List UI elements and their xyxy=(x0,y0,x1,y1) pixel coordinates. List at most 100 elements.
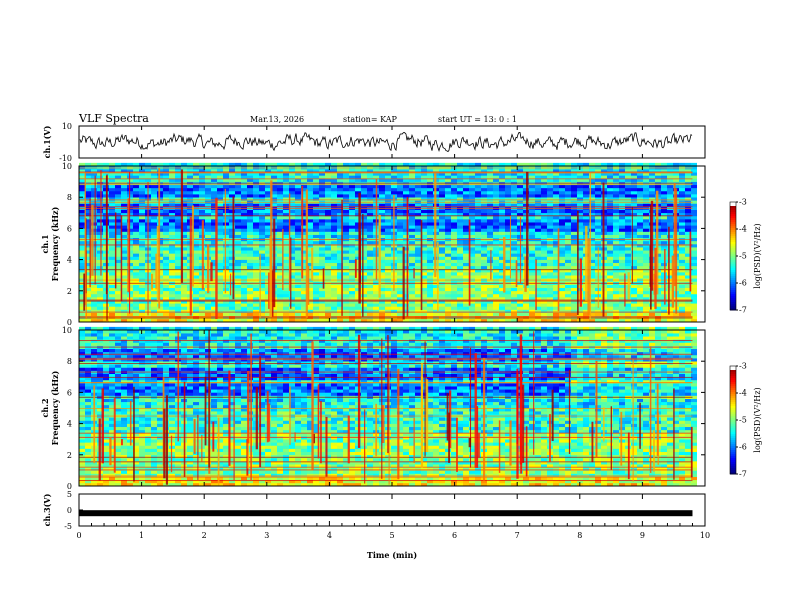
spectrogram-cell xyxy=(403,306,409,310)
spectrogram-cell xyxy=(667,228,673,232)
spectrogram-cell xyxy=(343,172,349,176)
spectrogram-cell xyxy=(361,175,367,179)
spectrogram-cell xyxy=(223,312,229,317)
spectrogram-cell xyxy=(115,203,121,207)
spectrogram-cell xyxy=(337,194,343,198)
spectrogram-cell xyxy=(109,256,115,260)
spectrogram-cell xyxy=(307,178,313,182)
spectrogram-cell xyxy=(115,225,121,229)
spectrogram-cell xyxy=(439,303,445,307)
spectrogram-cell xyxy=(517,318,523,323)
spectrogram-cell xyxy=(499,306,505,310)
spectrogram-cell xyxy=(235,225,241,229)
spectrogram-cell xyxy=(403,262,409,267)
spectrogram-cell xyxy=(139,268,145,273)
spectrogram-cell xyxy=(289,172,295,176)
spectrogram-cell xyxy=(613,259,619,264)
spectrogram-cell xyxy=(679,284,685,288)
spectrogram-cell xyxy=(463,203,469,207)
spectrogram-cell xyxy=(529,275,535,279)
spectrogram-cell xyxy=(181,309,187,313)
spectrogram-cell xyxy=(469,219,475,223)
spectrogram-cell xyxy=(367,184,373,189)
spectrogram-cell xyxy=(289,225,295,229)
spectrogram-cell xyxy=(541,259,547,264)
spectrogram-cell xyxy=(307,231,313,235)
spectrogram-cell xyxy=(313,275,319,279)
spectrogram-cell xyxy=(547,231,553,235)
spectrogram-cell xyxy=(391,175,397,179)
spectrogram-cell xyxy=(535,306,541,310)
spectrogram-cell xyxy=(481,318,487,323)
spectrogram-cell xyxy=(385,284,391,288)
spectrogram-cell xyxy=(421,293,427,298)
spectrogram-cell xyxy=(559,203,565,207)
spectrogram-cell xyxy=(265,250,271,254)
spectrogram-cell xyxy=(331,222,337,226)
spectrogram-cell xyxy=(289,215,295,220)
spectrogram-cell xyxy=(643,250,649,254)
spectrogram-cell xyxy=(115,253,121,257)
spectrogram-cell xyxy=(361,297,367,301)
spectrogram-cell xyxy=(409,262,415,267)
spectrogram-cell xyxy=(379,250,385,254)
spectrogram-cell xyxy=(541,287,547,292)
spectrogram-cell xyxy=(469,262,475,267)
spectrogram-cell xyxy=(541,297,547,301)
spectrogram-cell xyxy=(199,209,205,214)
spectrogram-cell xyxy=(493,312,499,317)
spectrogram-cell xyxy=(637,250,643,254)
spectrogram-cell xyxy=(583,312,589,317)
spectrogram-cell xyxy=(187,203,193,207)
spectrogram-cell xyxy=(685,234,691,239)
spectrogram-cell xyxy=(583,318,589,323)
spectrogram-cell xyxy=(397,240,403,245)
spectrogram-cell xyxy=(547,175,553,179)
spectrogram-cell xyxy=(379,312,385,317)
spectrogram-cell xyxy=(109,209,115,214)
spectrogram-cell xyxy=(391,318,397,323)
spectrogram-cell xyxy=(235,297,241,301)
spectrogram-cell xyxy=(307,300,313,304)
spectrogram-cell xyxy=(367,253,373,257)
spectrogram-cell xyxy=(367,215,373,220)
spectrogram-cell xyxy=(175,215,181,220)
spectrogram-cell xyxy=(541,222,547,226)
spectrogram-cell xyxy=(511,256,517,260)
spectrogram-cell xyxy=(691,212,697,217)
spectrogram-cell xyxy=(271,209,277,214)
spectrogram-cell xyxy=(325,306,331,310)
spectrogram-cell xyxy=(295,190,301,195)
spectrogram-cell xyxy=(235,290,241,295)
spectrogram-cell xyxy=(175,268,181,273)
spectrogram-cell xyxy=(673,175,679,179)
spectrogram-cell xyxy=(277,315,283,320)
spectrogram-cell xyxy=(607,178,613,182)
spectrogram-cell xyxy=(265,178,271,182)
spectrogram-cell xyxy=(451,293,457,298)
spectrogram-cell xyxy=(211,178,217,182)
spectrogram-cell xyxy=(511,297,517,301)
spectrogram-cell xyxy=(685,178,691,182)
spectrogram-cell xyxy=(559,315,565,320)
spectrogram-cell xyxy=(361,253,367,257)
spectrogram-cell xyxy=(415,228,421,232)
spectrogram-cell xyxy=(115,287,121,292)
spectrogram-cell xyxy=(667,265,673,270)
spectrogram-cell xyxy=(91,203,97,207)
spectrogram-cell xyxy=(193,184,199,189)
spectrogram-cell xyxy=(343,300,349,304)
spectrogram-cell xyxy=(457,253,463,257)
spectrogram-cell xyxy=(457,219,463,223)
spectrogram-cell xyxy=(445,222,451,226)
spectrogram-cell xyxy=(271,203,277,207)
spectrogram-cell xyxy=(421,315,427,320)
spectrogram-cell xyxy=(217,250,223,254)
spectrogram-cell xyxy=(355,306,361,310)
spectrogram-cell xyxy=(223,300,229,304)
spectrogram-cell xyxy=(631,175,637,179)
spectrogram-cell xyxy=(259,272,265,276)
spectrogram-cell xyxy=(373,287,379,292)
spectrogram-cell xyxy=(547,190,553,195)
spectrogram-cell xyxy=(361,309,367,313)
